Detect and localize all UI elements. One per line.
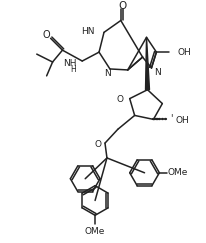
- Text: OMe: OMe: [167, 168, 187, 177]
- Text: O: O: [118, 1, 126, 11]
- Text: O: O: [94, 140, 101, 149]
- Text: O: O: [43, 30, 50, 40]
- Text: H: H: [70, 65, 76, 74]
- Polygon shape: [145, 37, 149, 90]
- Text: ': ': [169, 113, 172, 123]
- Text: OH: OH: [176, 48, 190, 57]
- Text: HN: HN: [81, 27, 95, 36]
- Text: N: N: [154, 68, 160, 78]
- Text: OH: OH: [174, 116, 188, 125]
- Text: O: O: [116, 95, 123, 104]
- Text: OMe: OMe: [84, 227, 105, 236]
- Text: NH: NH: [62, 59, 76, 68]
- Text: N: N: [104, 69, 111, 78]
